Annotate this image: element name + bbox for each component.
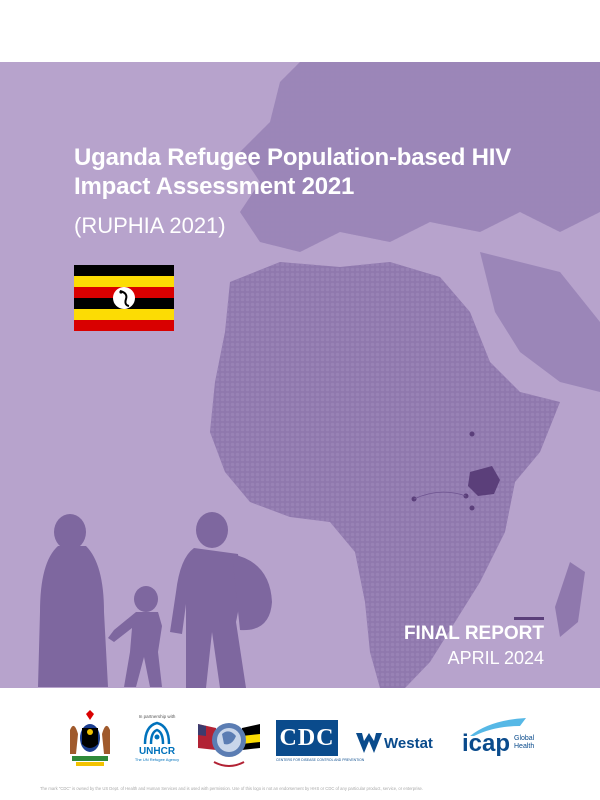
cdc-name: CDC	[279, 724, 335, 751]
unhcr-partnership-text: In partnership with	[138, 714, 176, 719]
report-title: Uganda Refugee Population-based HIV Impa…	[74, 144, 512, 200]
report-date: APRIL 2024	[447, 648, 544, 668]
map-madagascar	[555, 562, 585, 637]
child-body	[108, 612, 162, 687]
westat-logo: Westat	[356, 733, 433, 753]
uganda-coat-of-arms-logo	[70, 710, 110, 766]
partner-logos: In partnership with UNHCR The UN Refugee…	[0, 700, 600, 780]
africa-world-map	[210, 62, 600, 688]
map-arabia	[480, 252, 600, 392]
westat-name: Westat	[384, 734, 433, 752]
pin-4	[469, 505, 475, 511]
uganda-flag	[74, 265, 174, 331]
icap-logo: icap Global Health	[462, 718, 534, 764]
refugee-family-silhouette	[38, 512, 272, 688]
man-head	[196, 512, 228, 548]
icap-tagline-global: Global	[514, 735, 535, 742]
pin-1	[469, 431, 475, 437]
icap-name: icap	[462, 730, 511, 757]
man-bag	[232, 554, 272, 631]
cdc-trademark-footnote: The mark "CDC" is owned by the US Dept. …	[40, 786, 424, 791]
location-pins	[411, 431, 475, 511]
unhcr-tagline: The UN Refugee Agency	[134, 757, 180, 762]
woman-head	[54, 514, 86, 550]
unhcr-icon	[143, 721, 171, 745]
unhcr-name: UNHCR	[138, 746, 176, 757]
child-head	[134, 586, 158, 612]
unhcr-logo: In partnership with UNHCR The UN Refugee…	[130, 714, 184, 762]
final-report-label: FINAL REPORT	[403, 623, 544, 644]
man-body	[170, 548, 246, 688]
flag-emblem	[113, 287, 135, 309]
icap-tagline-health: Health	[514, 743, 535, 750]
cdc-badge: CDC	[276, 720, 338, 756]
cdc-tagline: CENTERS FOR DISEASE CONTROL AND PREVENTI…	[276, 758, 365, 762]
report-subtitle: (RUPHIA 2021)	[74, 213, 226, 238]
woman-body	[38, 546, 108, 687]
uganda-highlight	[468, 466, 500, 496]
cover-panel	[0, 62, 600, 688]
westat-icon	[356, 733, 382, 753]
cdc-logo: CDC CENTERS FOR DISEASE CONTROL AND PREV…	[276, 720, 365, 762]
icap-swoosh-icon	[470, 718, 526, 736]
pepfar-logo	[198, 723, 260, 767]
report-rule	[514, 617, 544, 620]
